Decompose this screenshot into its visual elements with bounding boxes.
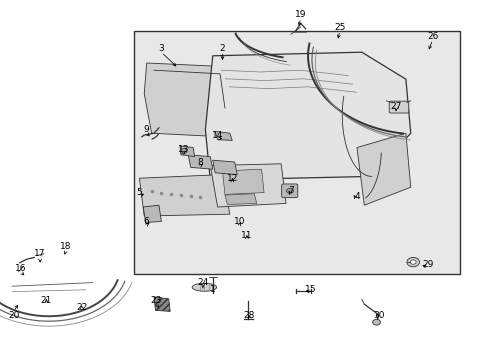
- Text: 21: 21: [41, 296, 52, 305]
- Text: 5: 5: [136, 188, 142, 197]
- Text: 17: 17: [34, 249, 46, 258]
- Text: 18: 18: [60, 242, 72, 251]
- Circle shape: [409, 260, 415, 264]
- Polygon shape: [356, 133, 410, 205]
- Text: 10: 10: [233, 217, 245, 226]
- Polygon shape: [215, 131, 232, 140]
- Polygon shape: [144, 63, 229, 137]
- Text: 30: 30: [372, 310, 384, 320]
- Polygon shape: [212, 160, 237, 175]
- Text: 8: 8: [197, 158, 203, 166]
- Text: 3: 3: [158, 44, 164, 53]
- Text: 7: 7: [287, 186, 293, 195]
- FancyBboxPatch shape: [388, 101, 408, 113]
- Polygon shape: [210, 164, 285, 207]
- Circle shape: [286, 188, 293, 193]
- Circle shape: [180, 149, 186, 154]
- Polygon shape: [180, 146, 194, 157]
- Text: 23: 23: [150, 296, 162, 305]
- Text: 11: 11: [241, 231, 252, 240]
- Polygon shape: [154, 297, 170, 311]
- Text: 29: 29: [421, 260, 433, 269]
- Text: 25: 25: [333, 23, 345, 32]
- Text: 6: 6: [143, 217, 149, 226]
- Polygon shape: [224, 194, 256, 204]
- Polygon shape: [188, 155, 212, 169]
- Text: 22: 22: [76, 303, 88, 312]
- Text: 12: 12: [226, 174, 238, 183]
- Polygon shape: [222, 169, 264, 194]
- Bar: [134, 31, 459, 274]
- Text: 27: 27: [389, 102, 401, 111]
- Circle shape: [406, 257, 419, 267]
- Text: 20: 20: [8, 310, 20, 320]
- Text: 2: 2: [219, 44, 225, 53]
- Text: 4: 4: [353, 192, 359, 201]
- Text: 9: 9: [143, 125, 149, 134]
- Polygon shape: [143, 205, 161, 222]
- Text: 15: 15: [304, 285, 316, 294]
- Text: 28: 28: [243, 310, 255, 320]
- Text: 14: 14: [211, 131, 223, 140]
- Text: 1: 1: [209, 285, 215, 294]
- Text: 24: 24: [197, 278, 208, 287]
- Ellipse shape: [192, 283, 216, 291]
- Text: 13: 13: [177, 145, 189, 154]
- Text: 19: 19: [294, 10, 306, 19]
- FancyBboxPatch shape: [281, 184, 297, 198]
- Polygon shape: [205, 52, 410, 180]
- Text: 16: 16: [15, 264, 26, 273]
- Text: 26: 26: [426, 32, 438, 41]
- Polygon shape: [139, 175, 229, 216]
- Circle shape: [372, 319, 380, 325]
